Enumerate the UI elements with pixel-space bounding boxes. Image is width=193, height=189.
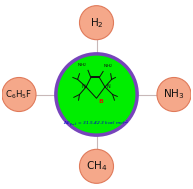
- Text: N: N: [81, 84, 85, 89]
- Circle shape: [157, 77, 191, 112]
- Circle shape: [56, 54, 137, 135]
- Circle shape: [80, 149, 113, 183]
- Text: NH$_3$: NH$_3$: [163, 88, 185, 101]
- Circle shape: [2, 77, 36, 112]
- Text: C$_6$H$_5$F: C$_6$H$_5$F: [5, 88, 33, 101]
- Text: B: B: [98, 99, 103, 104]
- Text: NH$_2$: NH$_2$: [103, 63, 114, 70]
- Text: NH$_2$: NH$_2$: [77, 62, 87, 69]
- Text: ΔE$_{p-t}$ = 31.5-42.3 kcal mol$^{-1}$: ΔE$_{p-t}$ = 31.5-42.3 kcal mol$^{-1}$: [63, 119, 130, 130]
- Circle shape: [80, 6, 113, 40]
- Text: CH$_4$: CH$_4$: [86, 159, 107, 173]
- Text: N: N: [106, 84, 110, 89]
- Text: H$_2$: H$_2$: [90, 16, 103, 30]
